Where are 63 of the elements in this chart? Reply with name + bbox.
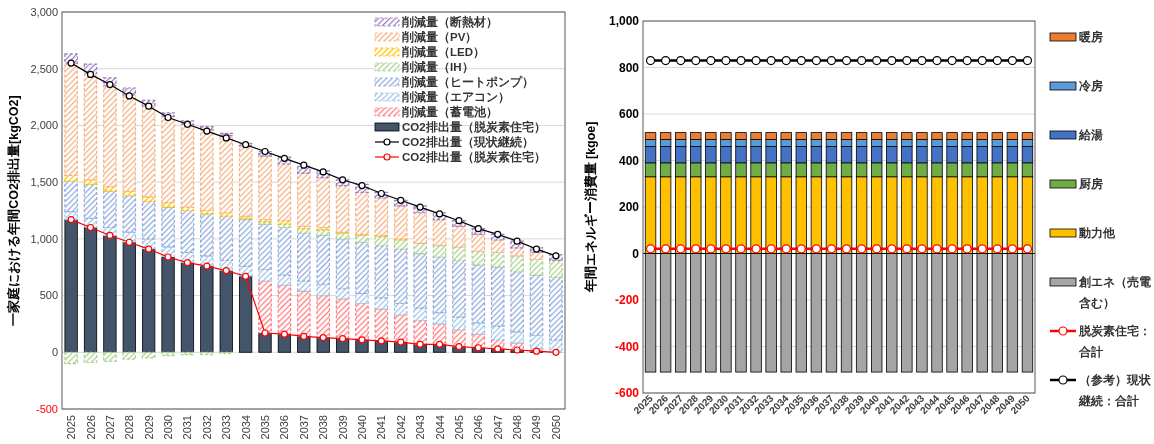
- x-tick-label: 2034: [239, 415, 252, 440]
- x-tick-label: 2031: [181, 415, 194, 440]
- legend-label: 削減量（エアコン）: [401, 90, 510, 105]
- x-tick-label: 2050: [549, 415, 562, 440]
- y-tick-label: 2,500: [30, 62, 58, 75]
- x-tick-label: 2027: [103, 415, 116, 440]
- x-tick-label: 2025: [65, 415, 78, 440]
- legend-label: 給湯: [1078, 128, 1103, 143]
- legend-label: 創エネ（売電含む）: [1078, 275, 1151, 310]
- legend-label: 削減量（IH）: [401, 60, 474, 75]
- y-tick-label: -400: [614, 339, 640, 354]
- y-tick-label: -200: [614, 293, 640, 308]
- y-tick-label: 0: [51, 346, 58, 359]
- y-tick-label: 400: [618, 153, 640, 168]
- x-tick-label: 2043: [414, 415, 427, 440]
- y-tick-label: 800: [618, 60, 640, 75]
- x-tick-label: 2045: [452, 415, 465, 440]
- x-tick-label: 2039: [336, 415, 349, 440]
- y-tick-label: 1,500: [30, 175, 58, 188]
- legend-label: 動力他: [1078, 226, 1116, 241]
- y-tick-label: -500: [35, 402, 58, 415]
- x-tick-label: 2035: [259, 415, 272, 440]
- y-tick-label: 0: [632, 246, 640, 261]
- y-tick-label: -600: [614, 386, 640, 401]
- x-tick-label: 2041: [375, 415, 388, 440]
- x-tick-label: 2030: [162, 415, 175, 440]
- x-tick-label: 2044: [433, 415, 446, 440]
- x-tick-label: 2028: [123, 415, 136, 440]
- x-tick-label: 2042: [394, 415, 407, 440]
- x-tick-label: 2049: [530, 415, 543, 440]
- x-tick-label: 2037: [297, 415, 310, 440]
- legend-label: 暖房: [1079, 30, 1103, 45]
- legend-label: CO2排出量（脱炭素住宅）: [402, 150, 546, 165]
- x-tick-label: 2029: [142, 415, 155, 440]
- legend-label: 厨房: [1078, 177, 1103, 192]
- legend-label: CO2排出量（脱炭素住宅）: [402, 120, 546, 135]
- legend-label: 削減量（断熱材）: [401, 15, 498, 30]
- x-tick-label: 2046: [472, 415, 485, 440]
- y-tick-label: 3,000: [30, 5, 58, 18]
- legend-label: 削減量（ヒートポンプ）: [401, 75, 534, 90]
- y-axis-title: 一家庭における年間CO2排出量[kgCO2]: [6, 95, 21, 326]
- y-axis-title: 年間エネルギー消費量 [kgoe]: [584, 121, 598, 294]
- x-tick-label: 2048: [511, 415, 524, 440]
- x-tick-label: 2026: [84, 415, 97, 440]
- x-tick-label: 2040: [355, 415, 368, 440]
- y-tick-label: 600: [618, 107, 640, 122]
- x-tick-label: 2033: [220, 415, 233, 440]
- y-tick-label: 2,000: [30, 119, 58, 132]
- legend-label: CO2排出量（現状継続）: [402, 135, 534, 150]
- legend-label: 削減量（蓄電池）: [401, 105, 498, 120]
- legend-label: 削減量（PV）: [401, 30, 478, 45]
- y-tick-label: 200: [618, 200, 640, 215]
- legend-label: 脱炭素住宅：合計: [1078, 324, 1151, 359]
- legend-label: 冷房: [1079, 79, 1103, 94]
- y-tick-label: 1,000: [608, 14, 640, 29]
- legend-label: 削減量（LED）: [401, 45, 485, 60]
- x-tick-label: 2047: [491, 415, 504, 440]
- x-tick-label: 2038: [317, 415, 330, 440]
- legend-label: （参考）現状継続：合計: [1078, 373, 1152, 408]
- y-tick-label: 1,000: [30, 232, 58, 245]
- y-tick-label: 500: [39, 289, 58, 302]
- x-tick-label: 2032: [200, 415, 213, 440]
- x-tick-label: 2036: [278, 415, 291, 440]
